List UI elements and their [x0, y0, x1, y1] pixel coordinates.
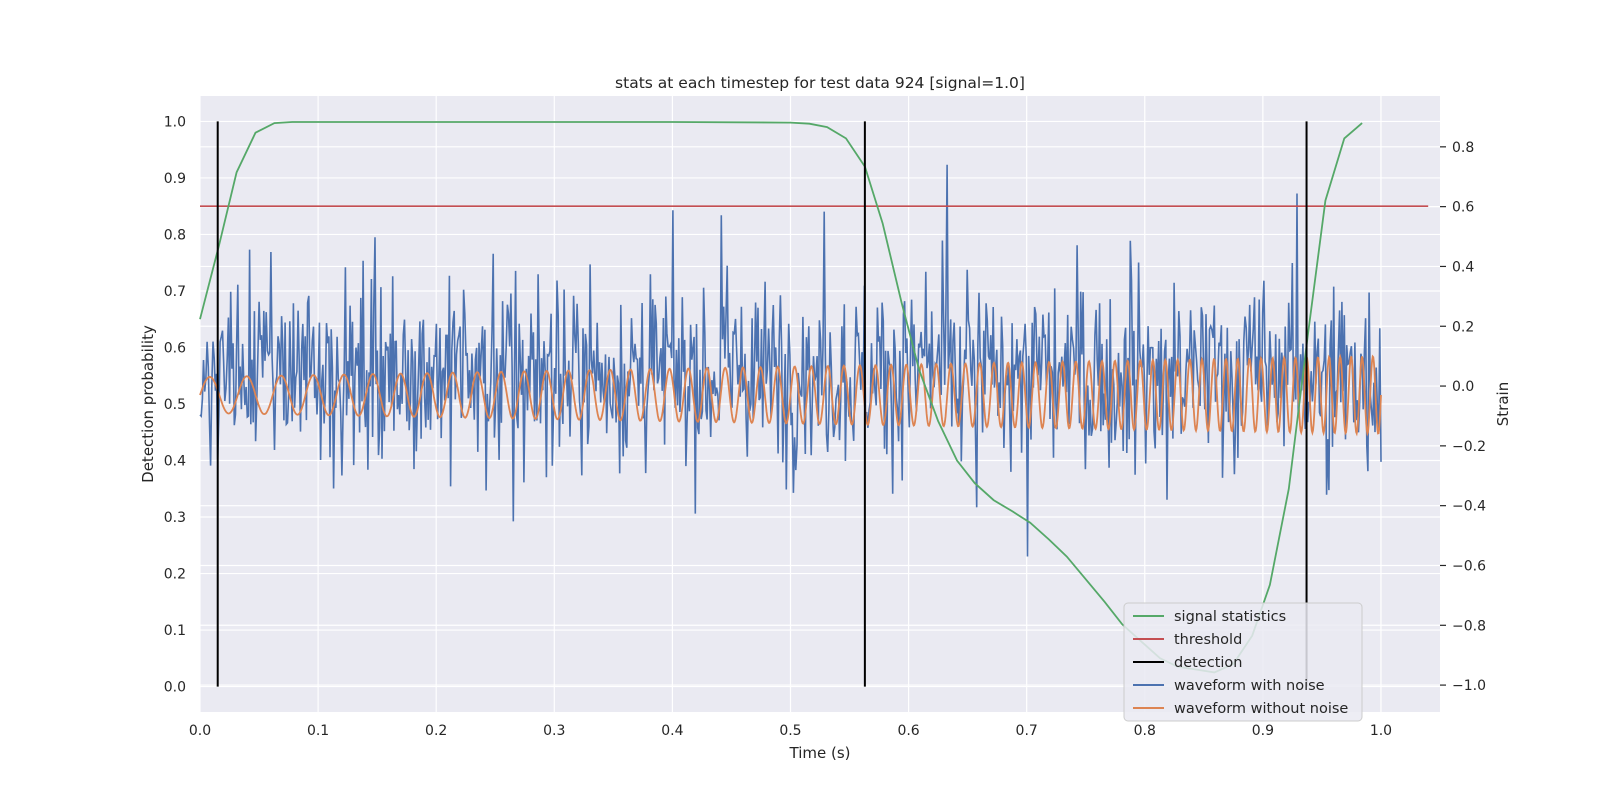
y-tick-label-left: 0.4 — [164, 454, 186, 470]
y-tick-label-left: 0.2 — [164, 567, 186, 583]
x-tick-label: 0.1 — [307, 723, 329, 739]
legend-label-threshold: threshold — [1174, 632, 1242, 648]
y-tick-label-left: 1.0 — [164, 114, 186, 130]
x-tick-label: 0.4 — [661, 723, 683, 739]
y-tick-label-right: 0.8 — [1452, 140, 1474, 156]
y-tick-label-left: 0.0 — [164, 680, 186, 696]
y-tick-label-left: 0.6 — [164, 340, 186, 356]
y-tick-label-right: −0.8 — [1452, 618, 1486, 634]
x-tick-label: 0.2 — [425, 723, 447, 739]
y-tick-label-right: 0.0 — [1452, 379, 1474, 395]
y-tick-label-left: 0.3 — [164, 510, 186, 526]
legend-label-signal-statistics: signal statistics — [1174, 609, 1286, 625]
x-tick-label: 0.8 — [1134, 723, 1156, 739]
y-axis-label-right: Strain — [1494, 382, 1512, 426]
y-tick-label-right: −0.6 — [1452, 558, 1486, 574]
series-waveform-without-noise — [199, 353, 1382, 437]
x-tick-label: 0.7 — [1016, 723, 1038, 739]
y-tick-label-right: 0.2 — [1452, 319, 1474, 335]
y-tick-label-left: 0.9 — [164, 171, 186, 187]
y-tick-label-right: 0.4 — [1452, 259, 1474, 275]
x-axis-label: Time (s) — [789, 744, 851, 762]
y-tick-label-right: −0.2 — [1452, 439, 1486, 455]
y-tick-label-right: 0.6 — [1452, 200, 1474, 216]
legend-label-detection: detection — [1174, 655, 1242, 671]
y-tick-label-left: 0.7 — [164, 284, 186, 300]
legend-label-waveform-without-noise: waveform without noise — [1174, 701, 1348, 717]
y-tick-label-left: 0.1 — [164, 623, 186, 639]
legend: signal statistics threshold detection wa… — [1123, 602, 1363, 722]
y-tick-label-right: −1.0 — [1452, 678, 1486, 694]
y-axis-label-left: Detection probability — [139, 325, 157, 483]
grid-lines — [199, 96, 1440, 712]
y-tick-label-left: 0.5 — [164, 397, 186, 413]
x-tick-label: 0.0 — [189, 723, 211, 739]
tick-labels: 0.0 0.1 0.2 0.3 0.4 0.5 0.6 0.7 0.8 0.9 1.0 0.0 0.1 0… — [164, 114, 1486, 739]
x-tick-label: 1.0 — [1370, 723, 1392, 739]
chart-title: stats at each timestep for test data 924… — [615, 74, 1025, 92]
legend-box — [1123, 602, 1363, 722]
x-tick-label: 0.6 — [897, 723, 919, 739]
x-tick-label: 0.5 — [779, 723, 801, 739]
y-tick-label-left: 0.8 — [164, 227, 186, 243]
x-tick-label: 0.9 — [1252, 723, 1274, 739]
y-tick-label-right: −0.4 — [1452, 499, 1486, 515]
legend-label-waveform-with-noise: waveform with noise — [1174, 678, 1325, 694]
x-tick-label: 0.3 — [543, 723, 565, 739]
